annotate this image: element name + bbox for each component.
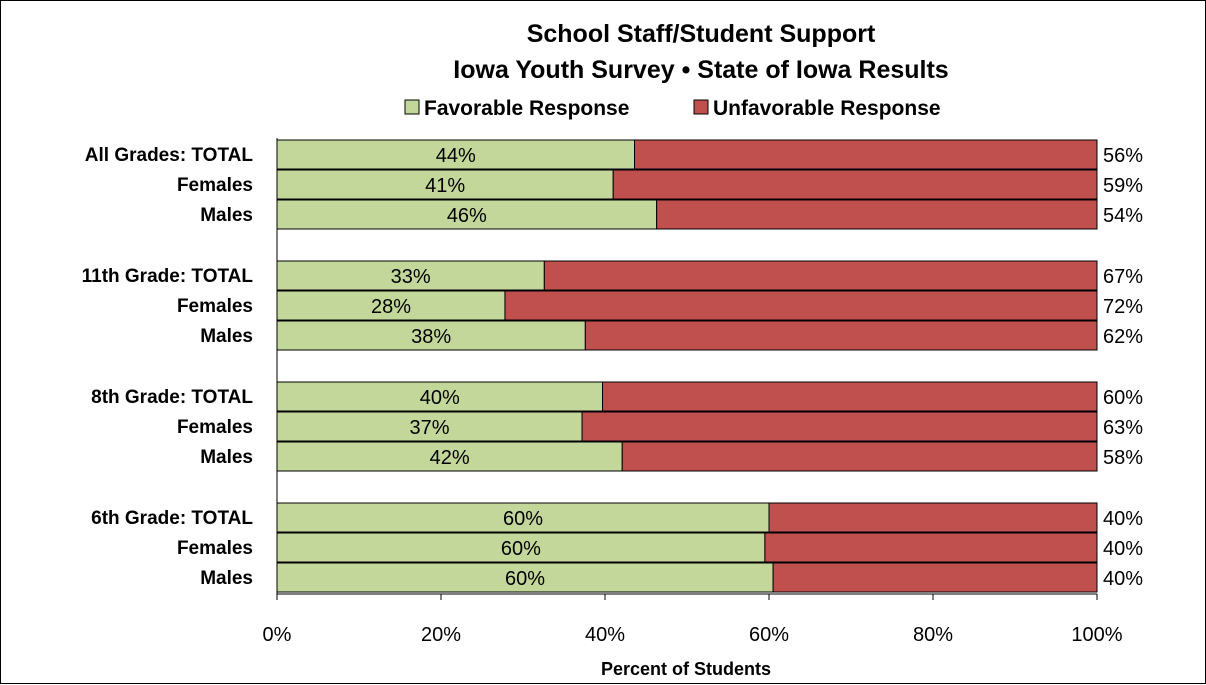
favorable-value-label: 60% <box>503 508 543 530</box>
favorable-value-label: 28% <box>371 296 411 318</box>
x-axis: 0% 20% 40% 60% 80% 100% <box>263 138 1123 646</box>
category-label: Females <box>177 417 253 438</box>
category-label: 11th Grade: TOTAL <box>82 266 254 287</box>
bar-unfavorable <box>602 381 1098 412</box>
category-label: 6th Grade: TOTAL <box>91 508 253 529</box>
bar-favorable <box>276 502 770 533</box>
unfavorable-value-label: 56% <box>1103 145 1143 167</box>
bar-unfavorable <box>772 562 1098 593</box>
bar-unfavorable <box>504 290 1098 321</box>
bar-favorable <box>276 169 614 200</box>
bar-unfavorable <box>581 411 1098 442</box>
bar-favorable <box>276 381 604 412</box>
bar-unfavorable <box>634 139 1098 170</box>
category-label: Males <box>200 568 253 589</box>
bar-favorable <box>276 290 506 321</box>
x-axis-title: Percent of Students <box>601 659 771 679</box>
bar-unfavorable <box>621 441 1098 472</box>
bar-favorable <box>276 562 774 593</box>
category-label: Females <box>177 175 253 196</box>
unfavorable-value-label: 40% <box>1103 568 1143 590</box>
category-labels: All Grades: TOTAL Females Males 11th Grade:… <box>82 145 254 589</box>
chart-title-line-1: School Staff/Student Support <box>527 20 876 48</box>
legend-label-favorable: Favorable Response <box>424 97 629 120</box>
favorable-value-label: 33% <box>391 266 431 288</box>
legend-swatch-unfavorable <box>693 99 709 115</box>
favorable-value-label: 60% <box>505 568 545 590</box>
category-label: Females <box>177 296 253 317</box>
favorable-value-label: 40% <box>420 387 460 409</box>
unfavorable-value-label: 63% <box>1103 417 1143 439</box>
legend: Favorable Response Unfavorable Response <box>404 97 941 120</box>
unfavorable-value-label: 72% <box>1103 296 1143 318</box>
favorable-value-label: 37% <box>410 417 450 439</box>
bar-unfavorable <box>768 502 1098 533</box>
bar-unfavorable <box>656 199 1098 230</box>
x-tick-label: 0% <box>263 624 292 646</box>
x-tick-label: 40% <box>585 624 625 646</box>
category-label: 8th Grade: TOTAL <box>91 387 253 408</box>
bar-favorable <box>276 139 636 170</box>
unfavorable-value-label: 54% <box>1103 205 1143 227</box>
unfavorable-value-label: 62% <box>1103 326 1143 348</box>
bar-favorable <box>276 199 658 230</box>
category-label: Males <box>200 326 253 347</box>
value-labels: 44% 56% 41% 59% 46% 54% 33% 67% 28% 72% 38% 62% 40% 6… <box>371 145 1143 590</box>
unfavorable-value-label: 40% <box>1103 508 1143 530</box>
favorable-value-label: 60% <box>501 538 541 560</box>
favorable-value-label: 38% <box>411 326 451 348</box>
favorable-value-label: 42% <box>430 447 470 469</box>
category-label: Males <box>200 447 253 468</box>
legend-swatch-favorable <box>404 99 420 115</box>
x-tick-label: 80% <box>913 624 953 646</box>
bar-unfavorable <box>612 169 1098 200</box>
x-tick-label: 60% <box>749 624 789 646</box>
x-tick-label: 20% <box>421 624 461 646</box>
chart-title-line-2: Iowa Youth Survey • State of Iowa Result… <box>453 56 948 84</box>
favorable-value-label: 44% <box>436 145 476 167</box>
bar-unfavorable <box>543 260 1098 291</box>
unfavorable-value-label: 60% <box>1103 387 1143 409</box>
favorable-value-label: 46% <box>447 205 487 227</box>
x-tick-label: 100% <box>1071 624 1122 646</box>
bar-unfavorable <box>584 320 1098 351</box>
unfavorable-value-label: 40% <box>1103 538 1143 560</box>
category-label: Females <box>177 538 253 559</box>
favorable-value-label: 41% <box>425 175 465 197</box>
bar-unfavorable <box>764 532 1098 563</box>
unfavorable-value-label: 67% <box>1103 266 1143 288</box>
category-label: Males <box>200 205 253 226</box>
category-label: All Grades: TOTAL <box>85 145 254 166</box>
unfavorable-value-label: 59% <box>1103 175 1143 197</box>
bars-layer <box>276 139 1098 593</box>
unfavorable-value-label: 58% <box>1103 447 1143 469</box>
legend-label-unfavorable: Unfavorable Response <box>713 97 941 120</box>
